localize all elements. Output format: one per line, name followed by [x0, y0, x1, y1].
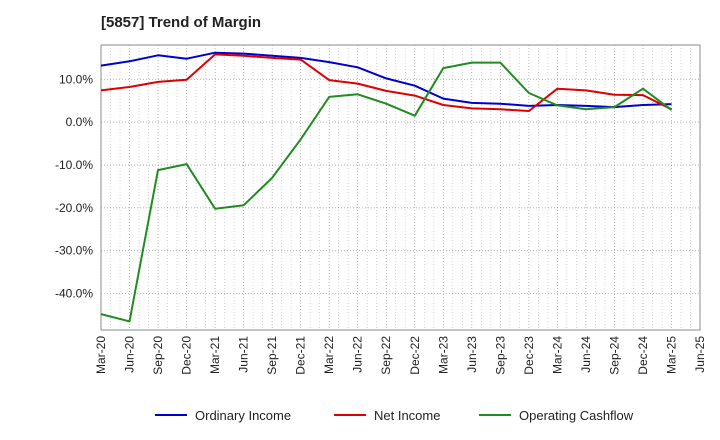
- x-tick-label: Jun-25: [693, 336, 707, 373]
- legend-operating-cashflow-label: Operating Cashflow: [519, 408, 634, 423]
- x-tick-label: Sep-24: [607, 336, 621, 375]
- x-tick-label: Sep-21: [265, 336, 279, 375]
- series-lines: [100, 51, 673, 323]
- x-tick-label: Mar-23: [436, 336, 450, 374]
- x-tick-label: Jun-23: [465, 336, 479, 373]
- grid-lines: [100, 45, 701, 330]
- x-tick-label: Dec-23: [522, 336, 536, 375]
- legend: Ordinary Income Net Income Operating Cashf…: [155, 408, 634, 423]
- series-line-ordinary-income: [100, 51, 672, 109]
- x-tick-label: Dec-21: [294, 336, 308, 375]
- legend-net-income-label: Net Income: [374, 408, 440, 423]
- x-tick-label: Sep-23: [493, 336, 507, 375]
- y-tick-label: 10.0%: [59, 72, 93, 86]
- series-line-operating-cashflow: [100, 61, 673, 323]
- x-axis-ticks: Mar-20 Jun-20 Sep-20 Dec-20 Mar-21 Jun-21 Sep-…: [94, 336, 707, 375]
- plot-area: [100, 44, 701, 331]
- x-tick-label: Dec-24: [636, 336, 650, 375]
- x-tick-label: Jun-22: [351, 336, 365, 373]
- chart-title: [5857] Trend of Margin: [101, 14, 262, 31]
- x-tick-label: Jun-24: [579, 336, 593, 373]
- x-tick-label: Sep-20: [151, 336, 165, 375]
- x-tick-label: Mar-20: [94, 336, 108, 374]
- legend-ordinary-income-label: Ordinary Income: [195, 408, 291, 423]
- x-tick-label: Jun-20: [123, 336, 137, 373]
- y-tick-label: -10.0%: [55, 158, 93, 172]
- x-tick-label: Dec-22: [408, 336, 422, 375]
- x-tick-label: Mar-24: [550, 336, 564, 374]
- x-tick-label: Dec-20: [180, 336, 194, 375]
- y-tick-label: 0.0%: [66, 115, 94, 129]
- x-tick-label: Mar-21: [208, 336, 222, 374]
- series-line-net-income: [100, 53, 672, 112]
- y-axis-ticks: 10.0% 0.0% -10.0% -20.0% -30.0% -40.0%: [55, 72, 93, 300]
- x-tick-label: Jun-21: [237, 336, 251, 373]
- x-tick-label: Mar-25: [664, 336, 678, 374]
- x-tick-label: Mar-22: [322, 336, 336, 374]
- y-tick-label: -20.0%: [55, 201, 93, 215]
- y-tick-label: -30.0%: [55, 244, 93, 258]
- y-tick-label: -40.0%: [55, 287, 93, 301]
- x-tick-label: Sep-22: [379, 336, 393, 375]
